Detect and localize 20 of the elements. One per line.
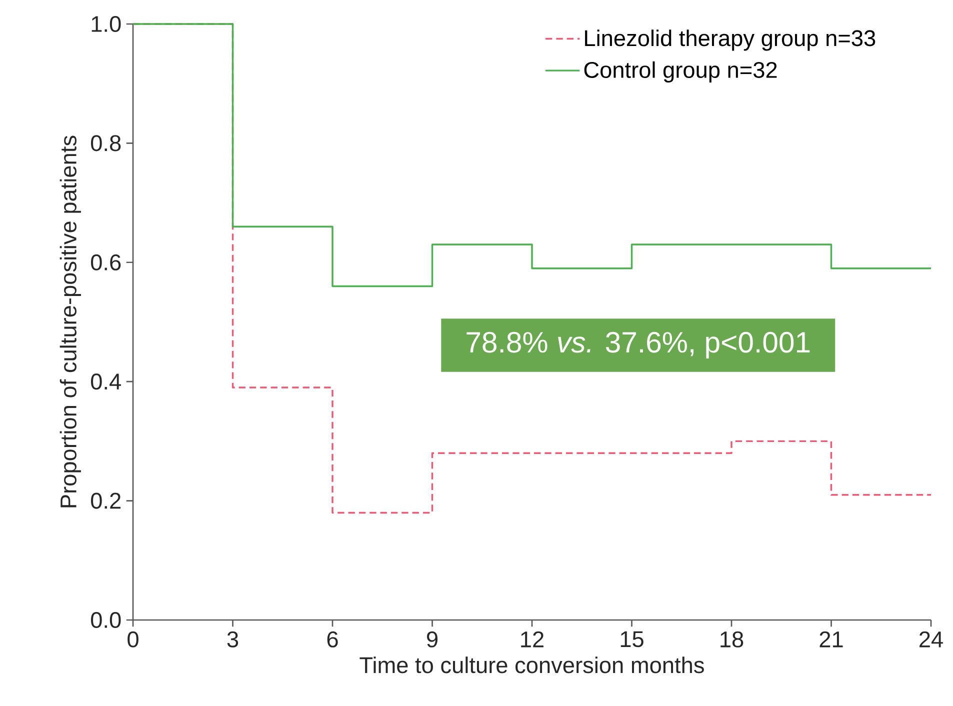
y-tick-label: 0.4 (90, 374, 121, 390)
y-tick-label: 0.2 (90, 492, 120, 509)
x-tick-label: 15 (620, 631, 644, 648)
x-tick-label: 12 (521, 631, 544, 648)
y-axis-title: Proportion of culture-positive patients (60, 136, 81, 508)
x-tick-label: 18 (720, 631, 744, 648)
annotation: 78.8% vs. 37.6%, p<0.001 (466, 332, 810, 359)
legend-label: Linezolid therapy group n=33 (585, 30, 876, 51)
x-tick-label: 9 (427, 631, 438, 648)
legend-label: Control group n=32 (584, 61, 777, 82)
y-tick-label: 0.8 (90, 135, 121, 152)
x-tick-label: 0 (128, 631, 138, 648)
x-tick-label: 21 (820, 631, 843, 648)
x-axis-title: Time to culture conversion months (360, 656, 704, 674)
x-tick-label: 24 (920, 631, 943, 648)
x-tick-label: 6 (327, 631, 338, 648)
y-tick-label: 0.0 (90, 612, 121, 628)
x-tick-label: 3 (227, 631, 238, 648)
y-tick-label: 0.6 (90, 254, 121, 270)
y-tick-label: 1.0 (92, 16, 121, 32)
